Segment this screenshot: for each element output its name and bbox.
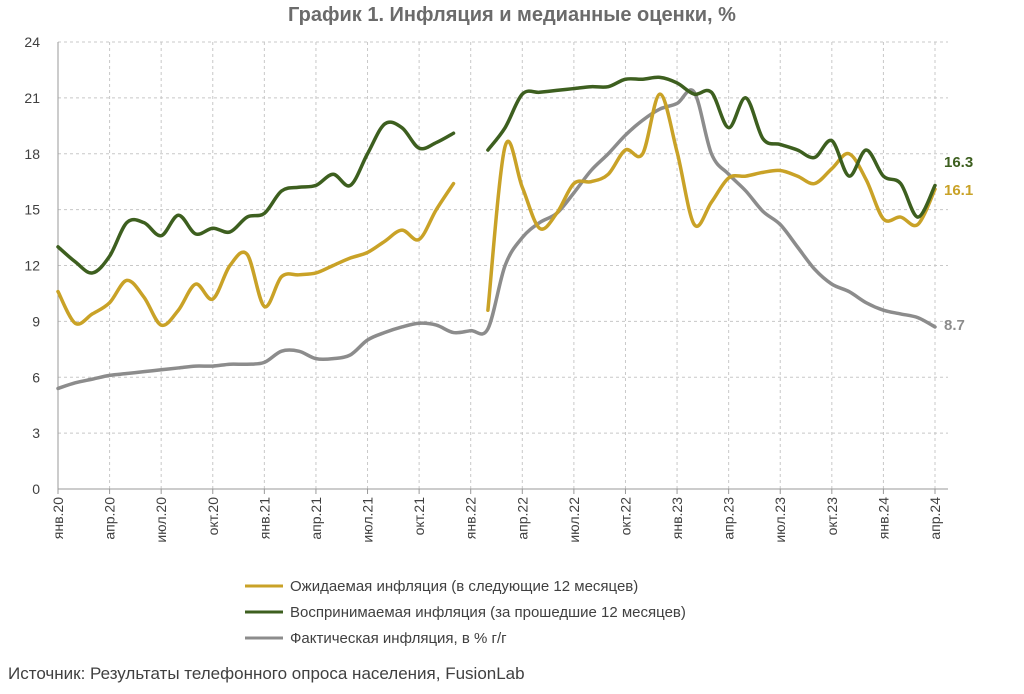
- x-tick-label: окт.20: [205, 497, 221, 536]
- chart-title: График 1. Инфляция и медианные оценки, %: [288, 4, 736, 26]
- y-tick-label: 3: [32, 425, 40, 441]
- x-tick-label: апр.22: [514, 497, 530, 540]
- x-tick-label: окт.21: [411, 497, 427, 536]
- y-tick-label: 9: [32, 313, 40, 329]
- y-tick-label: 18: [24, 146, 40, 162]
- x-tick-label: окт.23: [824, 497, 840, 536]
- y-tick-label: 15: [24, 202, 40, 218]
- x-tick-label: апр.20: [102, 497, 118, 540]
- x-tick-label: июл.21: [360, 497, 376, 543]
- x-tick-label: янв.22: [463, 497, 479, 539]
- y-tick-label: 24: [24, 34, 40, 50]
- series-line: [56, 181, 456, 328]
- end-value-label: 16.3: [944, 154, 973, 171]
- x-tick-label: июл.22: [566, 497, 582, 543]
- y-tick-label: 12: [24, 258, 40, 274]
- x-tick-label: апр.21: [308, 497, 324, 540]
- source-note: Источник: Результаты телефонного опроса …: [8, 664, 525, 683]
- series-line: [486, 92, 937, 312]
- series-line: [56, 120, 456, 275]
- x-tick-label: июл.23: [772, 497, 788, 543]
- y-tick-label: 0: [32, 481, 40, 497]
- x-tick-label: янв.24: [875, 497, 891, 539]
- series-line: [486, 75, 937, 219]
- series-line: [56, 88, 937, 391]
- end-value-label: 8.7: [944, 317, 965, 334]
- y-tick-label: 21: [24, 90, 40, 106]
- y-tick-label: 6: [32, 369, 40, 385]
- legend-label: Фактическая инфляция, в % г/г: [290, 630, 507, 647]
- end-value-label: 16.1: [944, 182, 973, 199]
- x-tick-label: окт.22: [617, 497, 633, 536]
- x-tick-label: янв.21: [256, 497, 272, 539]
- x-tick-label: апр.24: [927, 497, 943, 540]
- x-tick-label: янв.20: [50, 497, 66, 539]
- x-tick-label: апр.23: [721, 497, 737, 540]
- legend-label: Воспринимаемая инфляция (за прошедшие 12…: [290, 604, 686, 621]
- x-tick-label: июл.20: [153, 497, 169, 543]
- x-tick-label: янв.23: [669, 497, 685, 539]
- legend-label: Ожидаемая инфляция (в следующие 12 месяц…: [290, 578, 638, 595]
